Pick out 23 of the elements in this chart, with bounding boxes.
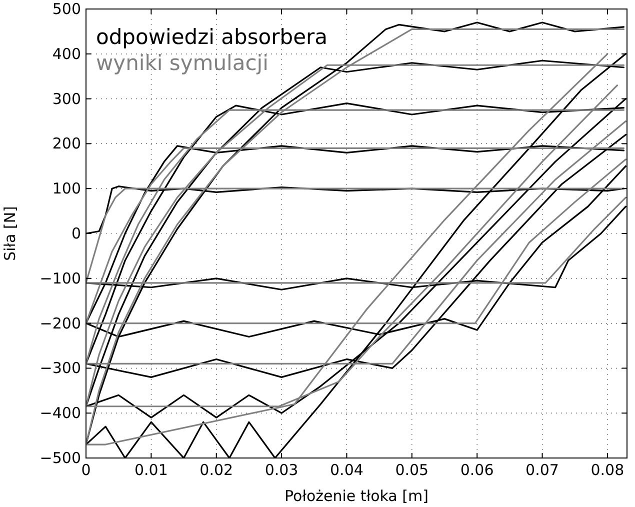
legend-label: odpowiedzi absorbera bbox=[96, 25, 328, 49]
x-tick-label: 0.08 bbox=[590, 461, 624, 479]
x-tick-label: 0.02 bbox=[200, 461, 234, 479]
y-tick-label: 200 bbox=[52, 134, 81, 153]
x-tick-label: 0.07 bbox=[526, 461, 559, 479]
text: wyniki symulacji bbox=[96, 51, 268, 75]
y-tick-label: −100 bbox=[40, 269, 81, 288]
x-axis-title: Położenie tłoka [m] bbox=[284, 487, 428, 505]
y-tick-label: 500 bbox=[52, 0, 81, 18]
y-tick-label: 300 bbox=[52, 90, 81, 108]
x-tick-label: 0.01 bbox=[134, 461, 168, 479]
x-tick-label: 0.04 bbox=[330, 461, 364, 479]
y-tick-label: 400 bbox=[52, 44, 81, 63]
y-tick-label: 100 bbox=[52, 180, 81, 198]
y-tick-label: −500 bbox=[40, 449, 81, 467]
x-tick-label: 0.03 bbox=[264, 461, 298, 479]
y-tick-label: −400 bbox=[40, 404, 81, 422]
y-tick-label: −300 bbox=[40, 359, 81, 378]
y-axis-title: Siła [N] bbox=[1, 206, 19, 261]
y-tick-label: −200 bbox=[40, 314, 81, 332]
y-tick-label: 0 bbox=[71, 224, 81, 242]
x-tick-label: 0.06 bbox=[460, 461, 494, 479]
x-tick-label: 0.05 bbox=[395, 461, 429, 479]
